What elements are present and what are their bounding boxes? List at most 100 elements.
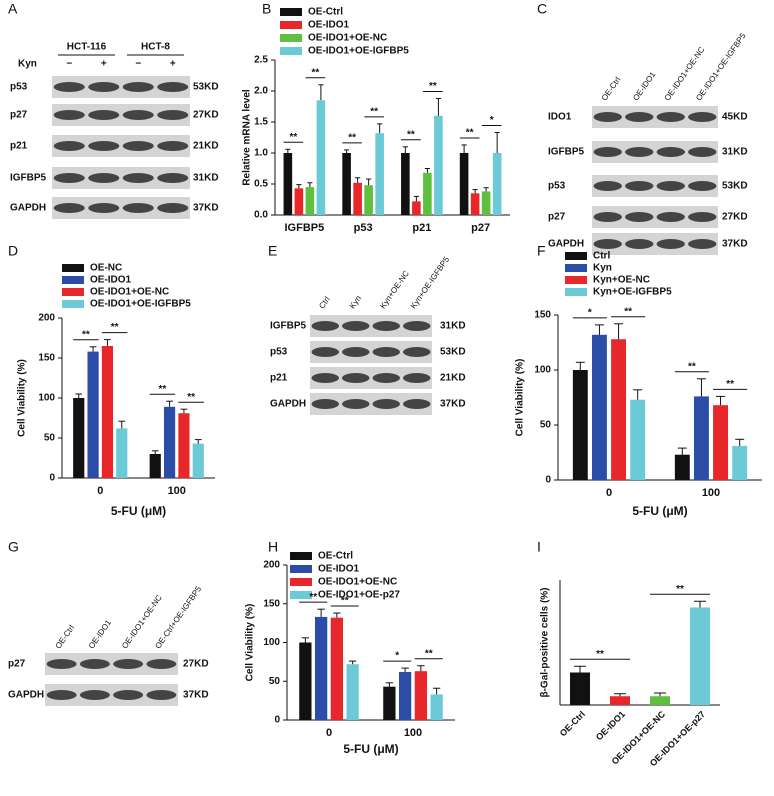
size-label: 27KD xyxy=(183,659,209,670)
band xyxy=(688,239,717,249)
band xyxy=(53,173,85,183)
size-label: 37KD xyxy=(183,690,209,701)
band xyxy=(656,239,685,249)
legend-swatch xyxy=(290,565,312,573)
legend-label: Kyn+OE-IGFBP5 xyxy=(593,287,672,298)
y-tick-label: 0 xyxy=(274,715,280,726)
legend-label: OE-IDO1 xyxy=(90,275,132,286)
legend-swatch xyxy=(565,252,587,260)
band xyxy=(146,690,177,700)
band xyxy=(122,82,154,92)
y-axis-title: Cell Viability (%) xyxy=(17,359,28,437)
band xyxy=(342,399,370,409)
significance-label: ** xyxy=(159,384,167,395)
x-tick-label: 0 xyxy=(606,487,612,499)
significance-label: ** xyxy=(289,132,297,143)
y-tick-label: 2.5 xyxy=(254,55,268,66)
y-tick-label: 0.5 xyxy=(254,179,268,190)
legend-swatch xyxy=(280,47,302,55)
significance-label: ** xyxy=(348,133,356,144)
band xyxy=(122,110,154,120)
legend-swatch xyxy=(565,288,587,296)
significance-label: * xyxy=(490,115,494,126)
legend-swatch xyxy=(290,578,312,586)
band xyxy=(342,373,370,383)
band xyxy=(372,399,400,409)
row-label: p53 xyxy=(270,347,288,358)
blot-strip xyxy=(310,367,432,389)
y-tick-label: 200 xyxy=(263,560,280,571)
y-tick-label: 0.0 xyxy=(254,210,268,221)
legend-swatch xyxy=(290,591,312,599)
y-tick-label: 1.5 xyxy=(254,117,268,128)
legend-label: OE-Ctrl xyxy=(318,551,353,562)
size-label: 31KD xyxy=(440,321,466,332)
band xyxy=(122,203,154,213)
y-tick-label: 50 xyxy=(44,433,56,444)
blot-strip xyxy=(52,76,190,98)
bar xyxy=(572,370,588,480)
size-label: 31KD xyxy=(193,173,219,184)
band xyxy=(688,147,717,157)
bar xyxy=(459,153,469,215)
significance-label: ** xyxy=(726,379,734,390)
band xyxy=(88,141,120,151)
band xyxy=(157,203,189,213)
legend-label: OE-IDO1+OE-p27 xyxy=(318,590,400,601)
legend-swatch xyxy=(62,276,84,284)
legend-swatch xyxy=(62,264,84,272)
significance-label: * xyxy=(588,308,592,319)
band xyxy=(157,141,189,151)
significance-label: ** xyxy=(407,129,415,140)
band xyxy=(311,347,339,357)
lane-label: − xyxy=(135,59,141,70)
y-axis-title: β-Gal-positive cells (%) xyxy=(540,587,551,697)
blot-strip xyxy=(592,141,718,163)
size-label: 27KD xyxy=(722,212,748,223)
bar xyxy=(401,153,410,215)
row-label: GAPDH xyxy=(270,399,306,410)
significance-label: ** xyxy=(82,329,90,340)
band xyxy=(688,212,717,222)
row-label: p27 xyxy=(8,659,26,670)
blot-strip xyxy=(592,206,718,228)
y-tick-label: 2.0 xyxy=(254,86,268,97)
legend-label: Kyn xyxy=(593,263,612,274)
bar xyxy=(346,664,359,720)
bar xyxy=(330,617,344,720)
significance-label: ** xyxy=(596,649,604,660)
x-tick-label: p21 xyxy=(412,222,431,234)
panel-label: I xyxy=(537,539,541,555)
blot-strip xyxy=(592,233,718,255)
x-tick-label: IGFBP5 xyxy=(285,222,325,234)
row-label: IGFBP5 xyxy=(548,147,585,158)
row-label: GAPDH xyxy=(8,690,44,701)
bar xyxy=(342,153,351,215)
legend-label: OE-IDO1 xyxy=(318,564,360,575)
bar xyxy=(570,672,590,705)
legend-label: OE-IDO1+OE-NC xyxy=(308,33,387,44)
blot-strip xyxy=(52,135,190,157)
band xyxy=(403,321,431,331)
size-label: 21KD xyxy=(440,373,466,384)
band xyxy=(79,659,110,669)
size-label: 37KD xyxy=(193,203,219,214)
size-label: 37KD xyxy=(440,399,466,410)
band xyxy=(311,399,339,409)
bar xyxy=(693,396,709,480)
legend-swatch xyxy=(280,21,302,29)
band xyxy=(625,112,654,122)
blot-strip xyxy=(45,653,178,675)
band xyxy=(122,173,154,183)
y-axis-title: Cell Viability (%) xyxy=(515,359,526,437)
band xyxy=(372,321,400,331)
bar xyxy=(87,351,99,478)
row-label: IGFBP5 xyxy=(270,321,307,332)
bar xyxy=(294,188,304,215)
band xyxy=(88,82,120,92)
size-label: 27KD xyxy=(193,110,219,121)
significance-label: ** xyxy=(466,128,474,139)
legend-label: OE-NC xyxy=(90,263,122,274)
band xyxy=(593,212,622,222)
band xyxy=(157,173,189,183)
